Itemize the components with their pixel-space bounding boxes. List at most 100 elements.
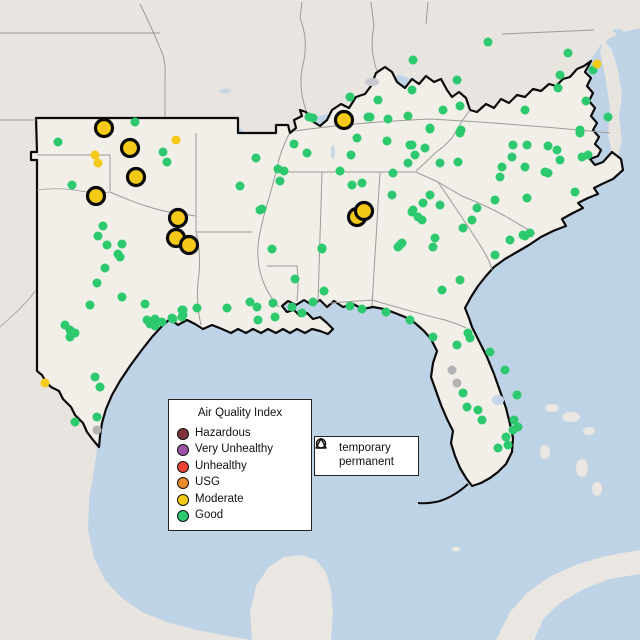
- station-marker-good-permanent[interactable]: [67, 180, 77, 190]
- station-marker-good-permanent[interactable]: [493, 443, 503, 453]
- station-marker-good-permanent[interactable]: [603, 112, 613, 122]
- station-marker-good-permanent[interactable]: [458, 388, 468, 398]
- station-marker-good-permanent[interactable]: [520, 105, 530, 115]
- station-marker-good-permanent[interactable]: [302, 148, 312, 158]
- station-marker-good-permanent[interactable]: [462, 402, 472, 412]
- station-marker-good-permanent[interactable]: [465, 333, 475, 343]
- station-marker-good-permanent[interactable]: [251, 153, 261, 163]
- station-marker-good-permanent[interactable]: [555, 155, 565, 165]
- station-marker-good-permanent[interactable]: [352, 133, 362, 143]
- station-marker-good-permanent[interactable]: [142, 315, 152, 325]
- station-marker-good-permanent[interactable]: [505, 235, 515, 245]
- station-marker-good-permanent[interactable]: [410, 150, 420, 160]
- station-marker-good-permanent[interactable]: [490, 250, 500, 260]
- station-marker-good-permanent[interactable]: [407, 207, 417, 217]
- station-marker-good-permanent[interactable]: [304, 112, 314, 122]
- station-marker-good-permanent[interactable]: [345, 301, 355, 311]
- station-marker-good-permanent[interactable]: [178, 310, 188, 320]
- station-marker-good-permanent[interactable]: [357, 178, 367, 188]
- station-marker-good-permanent[interactable]: [428, 242, 438, 252]
- station-marker-good-permanent[interactable]: [85, 300, 95, 310]
- station-marker-good-permanent[interactable]: [270, 312, 280, 322]
- station-marker-good-permanent[interactable]: [113, 249, 123, 259]
- station-marker-moderate-temporary[interactable]: [353, 200, 375, 222]
- station-marker-good-permanent[interactable]: [435, 200, 445, 210]
- station-marker-good-permanent[interactable]: [140, 299, 150, 309]
- station-marker-good-permanent[interactable]: [90, 372, 100, 382]
- station-marker-good-permanent[interactable]: [157, 317, 167, 327]
- station-marker-good-permanent[interactable]: [420, 143, 430, 153]
- station-marker-good-permanent[interactable]: [395, 240, 405, 250]
- station-marker-good-permanent[interactable]: [345, 92, 355, 102]
- station-marker-good-permanent[interactable]: [425, 190, 435, 200]
- station-marker-good-permanent[interactable]: [455, 275, 465, 285]
- station-marker-good-permanent[interactable]: [485, 347, 495, 357]
- station-marker-good-permanent[interactable]: [290, 274, 300, 284]
- station-marker-good-permanent[interactable]: [508, 140, 518, 150]
- station-marker-good-permanent[interactable]: [253, 315, 263, 325]
- station-marker-good-permanent[interactable]: [497, 162, 507, 172]
- station-marker-good-permanent[interactable]: [507, 152, 517, 162]
- station-marker-moderate-temporary[interactable]: [85, 185, 107, 207]
- station-marker-good-permanent[interactable]: [540, 167, 550, 177]
- station-marker-good-permanent[interactable]: [430, 233, 440, 243]
- station-marker-good-permanent[interactable]: [95, 382, 105, 392]
- station-marker-good-permanent[interactable]: [257, 204, 267, 214]
- station-marker-good-permanent[interactable]: [382, 136, 392, 146]
- station-marker-good-permanent[interactable]: [472, 203, 482, 213]
- station-marker-good-permanent[interactable]: [65, 332, 75, 342]
- station-marker-moderate-temporary[interactable]: [333, 109, 355, 131]
- station-marker-good-permanent[interactable]: [452, 75, 462, 85]
- station-marker-moderate-temporary[interactable]: [167, 207, 189, 229]
- station-marker-good-permanent[interactable]: [552, 145, 562, 155]
- station-marker-good-permanent[interactable]: [150, 314, 160, 324]
- station-marker-good-permanent[interactable]: [522, 193, 532, 203]
- station-marker-good-permanent[interactable]: [575, 128, 585, 138]
- station-marker-good-permanent[interactable]: [508, 425, 518, 435]
- station-marker-good-permanent[interactable]: [268, 298, 278, 308]
- station-marker-moderate-temporary[interactable]: [93, 117, 115, 139]
- station-marker-good-permanent[interactable]: [319, 286, 329, 296]
- station-marker-good-permanent[interactable]: [467, 215, 477, 225]
- station-marker-good-permanent[interactable]: [405, 140, 415, 150]
- station-marker-good-permanent[interactable]: [308, 297, 318, 307]
- station-marker-good-permanent[interactable]: [162, 157, 172, 167]
- station-marker-good-permanent[interactable]: [570, 187, 580, 197]
- station-marker-good-permanent[interactable]: [403, 158, 413, 168]
- station-marker-no-data[interactable]: [452, 378, 462, 388]
- station-marker-good-permanent[interactable]: [335, 166, 345, 176]
- station-marker-good-permanent[interactable]: [509, 415, 519, 425]
- station-marker-good-permanent[interactable]: [70, 417, 80, 427]
- station-marker-moderate-permanent[interactable]: [592, 59, 602, 69]
- station-marker-good-permanent[interactable]: [437, 285, 447, 295]
- station-marker-good-permanent[interactable]: [417, 215, 427, 225]
- station-marker-good-permanent[interactable]: [501, 432, 511, 442]
- station-marker-good-permanent[interactable]: [381, 307, 391, 317]
- station-marker-good-permanent[interactable]: [235, 181, 245, 191]
- station-marker-good-permanent[interactable]: [543, 141, 553, 151]
- station-marker-good-permanent[interactable]: [458, 223, 468, 233]
- station-marker-good-permanent[interactable]: [403, 111, 413, 121]
- station-marker-good-permanent[interactable]: [346, 150, 356, 160]
- station-marker-good-permanent[interactable]: [252, 302, 262, 312]
- station-marker-good-permanent[interactable]: [192, 303, 202, 313]
- station-marker-no-data[interactable]: [447, 365, 457, 375]
- station-marker-moderate-permanent[interactable]: [171, 135, 181, 145]
- station-marker-good-permanent[interactable]: [222, 303, 232, 313]
- station-marker-good-permanent[interactable]: [279, 166, 289, 176]
- station-marker-good-permanent[interactable]: [522, 140, 532, 150]
- station-marker-good-permanent[interactable]: [407, 85, 417, 95]
- station-marker-good-permanent[interactable]: [267, 244, 277, 254]
- station-marker-good-permanent[interactable]: [477, 415, 487, 425]
- station-marker-good-permanent[interactable]: [418, 198, 428, 208]
- station-marker-moderate-permanent[interactable]: [90, 150, 100, 160]
- station-marker-good-permanent[interactable]: [158, 147, 168, 157]
- station-marker-good-permanent[interactable]: [117, 292, 127, 302]
- station-marker-good-permanent[interactable]: [93, 231, 103, 241]
- station-marker-good-permanent[interactable]: [388, 168, 398, 178]
- station-marker-good-permanent[interactable]: [425, 123, 435, 133]
- station-marker-good-permanent[interactable]: [117, 239, 127, 249]
- station-marker-good-permanent[interactable]: [130, 117, 140, 127]
- station-marker-good-permanent[interactable]: [357, 304, 367, 314]
